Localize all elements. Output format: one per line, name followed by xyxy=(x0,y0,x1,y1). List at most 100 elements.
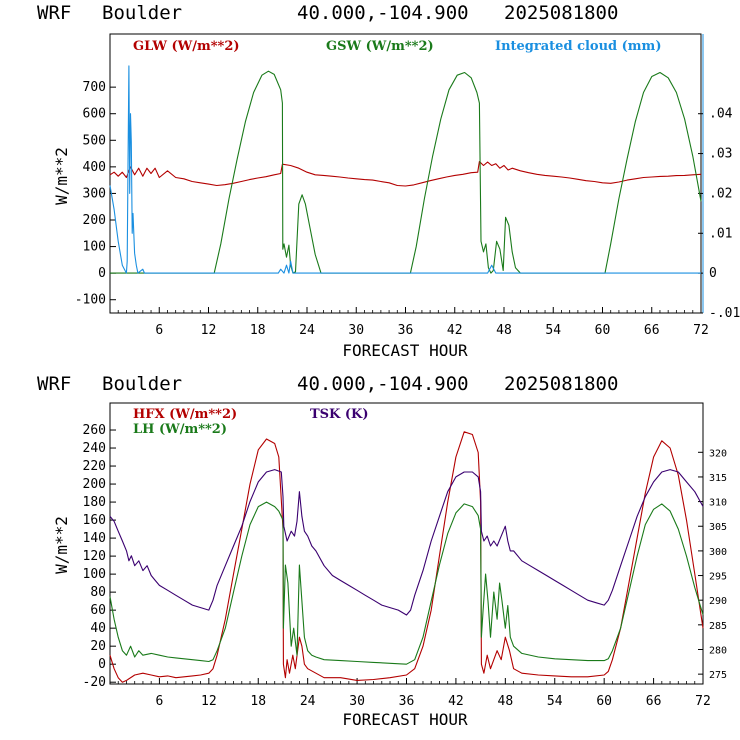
y2-tick-label: .01 xyxy=(709,226,732,241)
y-tick-label: 140 xyxy=(83,531,106,546)
x-tick-label: 54 xyxy=(547,694,563,709)
hfx-line xyxy=(109,431,704,683)
x-tick-label: 54 xyxy=(545,323,561,338)
panel2-y2-ticks: 275 280 285 290 295 300 305 310 315 320 xyxy=(698,448,727,681)
y-tick-label: 100 xyxy=(83,240,106,255)
x-tick-label: 60 xyxy=(596,694,612,709)
panel1-legend-cloud: Integrated cloud (mm) xyxy=(495,39,661,54)
panel1-x-ticks: 6 12 18 24 30 36 42 48 54 60 66 72 xyxy=(117,307,709,338)
panel1-y-ticks: -100 0 100 200 300 400 500 600 700 xyxy=(75,80,116,308)
panel2-x-ticks: 6 12 18 24 30 36 42 48 54 60 66 72 xyxy=(117,678,711,709)
panel2-y-ticks: -20 0 20 40 60 80 100 120 140 160 180 200 220 240 260 xyxy=(83,423,116,690)
lh-line xyxy=(109,501,704,665)
panel2-coords-label: 40.000,-104.900 xyxy=(297,373,469,395)
panel1-legend-gsw: GSW (W/m**2) xyxy=(326,39,434,54)
y-tick-label: 0 xyxy=(98,657,106,672)
y2-tick-label: 285 xyxy=(709,621,727,632)
panel1-y2-ticks: -.01 0 .01 .02 .03 .04 xyxy=(698,107,740,321)
glw-line xyxy=(109,160,702,187)
y-tick-label: 600 xyxy=(83,107,106,122)
x-tick-label: 24 xyxy=(299,323,315,338)
y2-tick-label: .04 xyxy=(709,107,733,122)
y-tick-label: 60 xyxy=(90,603,106,618)
y2-tick-label: 305 xyxy=(709,522,727,533)
y-tick-label: 260 xyxy=(83,423,106,438)
x-tick-label: 48 xyxy=(498,694,514,709)
y-tick-label: 700 xyxy=(83,80,106,95)
y-tick-label: 240 xyxy=(83,441,106,456)
panel1-run-label: 2025081800 xyxy=(504,2,618,24)
x-tick-label: 24 xyxy=(300,694,316,709)
panel2-series xyxy=(109,431,704,683)
y-tick-label: 120 xyxy=(83,549,106,564)
y-tick-label: 80 xyxy=(90,585,106,600)
x-tick-label: 72 xyxy=(693,323,709,338)
y-tick-label: 220 xyxy=(83,459,106,474)
panel2-plot-frame xyxy=(109,402,704,685)
panel2-legend-lh: LH (W/m**2) xyxy=(133,422,227,437)
panel2-model-label: WRF xyxy=(37,373,71,395)
panel2-run-label: 2025081800 xyxy=(504,373,618,395)
x-tick-label: 12 xyxy=(201,694,217,709)
panel-fluxes: WRF Boulder 40.000,-104.900 2025081800 6… xyxy=(37,373,727,729)
y-tick-label: 400 xyxy=(83,160,106,175)
y-tick-label: -100 xyxy=(75,293,106,308)
x-tick-label: 60 xyxy=(595,323,611,338)
y-tick-label: -20 xyxy=(83,675,106,690)
tsk-line xyxy=(109,469,704,616)
y2-tick-label: 300 xyxy=(709,547,727,558)
x-tick-label: 72 xyxy=(695,694,711,709)
panel1-coords-label: 40.000,-104.900 xyxy=(297,2,469,24)
panel2-legend-hfx: HFX (W/m**2) xyxy=(133,407,237,422)
x-tick-label: 36 xyxy=(399,694,415,709)
y2-tick-label: .02 xyxy=(709,186,732,201)
x-tick-label: 48 xyxy=(496,323,512,338)
panel2-y-axis-label: W/m**2 xyxy=(52,516,71,574)
x-tick-label: 6 xyxy=(155,323,163,338)
gsw-line xyxy=(110,70,702,274)
x-tick-label: 12 xyxy=(201,323,217,338)
panel2-station-label: Boulder xyxy=(102,373,182,395)
x-tick-label: 30 xyxy=(349,694,365,709)
y-tick-label: 200 xyxy=(83,477,106,492)
y2-tick-label: 315 xyxy=(709,473,727,484)
panel2-legend-tsk: TSK (K) xyxy=(310,407,369,422)
y2-tick-label: .03 xyxy=(709,147,732,162)
y2-tick-label: 290 xyxy=(709,596,727,607)
y-tick-label: 20 xyxy=(90,639,106,654)
panel1-legend-glw: GLW (W/m**2) xyxy=(133,39,240,54)
panel1-station-label: Boulder xyxy=(102,2,182,24)
x-tick-label: 42 xyxy=(448,694,464,709)
panel1-y-axis-label: W/m**2 xyxy=(52,147,71,205)
x-tick-label: 66 xyxy=(646,694,662,709)
y-tick-label: 0 xyxy=(98,266,106,281)
panel1-plot-frame xyxy=(109,33,702,314)
panel1-model-label: WRF xyxy=(37,2,71,24)
x-tick-label: 6 xyxy=(156,694,164,709)
x-tick-label: 42 xyxy=(447,323,463,338)
x-tick-label: 36 xyxy=(398,323,414,338)
y-tick-label: 200 xyxy=(83,213,106,228)
y2-tick-label: -.01 xyxy=(709,306,740,321)
y2-tick-label: 275 xyxy=(709,670,727,681)
y2-tick-label: 0 xyxy=(709,266,717,281)
y2-tick-label: 310 xyxy=(709,498,727,509)
y-tick-label: 160 xyxy=(83,513,106,528)
x-tick-label: 18 xyxy=(250,323,266,338)
x-tick-label: 18 xyxy=(250,694,266,709)
panel1-series xyxy=(109,65,702,274)
y-tick-label: 300 xyxy=(83,186,106,201)
y-tick-label: 500 xyxy=(83,133,106,148)
y2-tick-label: 280 xyxy=(709,645,727,656)
y-tick-label: 180 xyxy=(83,495,106,510)
x-tick-label: 66 xyxy=(644,323,660,338)
cloud-line xyxy=(109,65,701,274)
y2-tick-label: 295 xyxy=(709,572,727,583)
y-tick-label: 40 xyxy=(90,621,106,636)
panel1-x-axis-label: FORECAST HOUR xyxy=(342,341,468,360)
y2-tick-label: 320 xyxy=(709,448,727,459)
y-tick-label: 100 xyxy=(83,567,106,582)
x-tick-label: 30 xyxy=(348,323,364,338)
panel2-x-axis-label: FORECAST HOUR xyxy=(342,710,468,729)
